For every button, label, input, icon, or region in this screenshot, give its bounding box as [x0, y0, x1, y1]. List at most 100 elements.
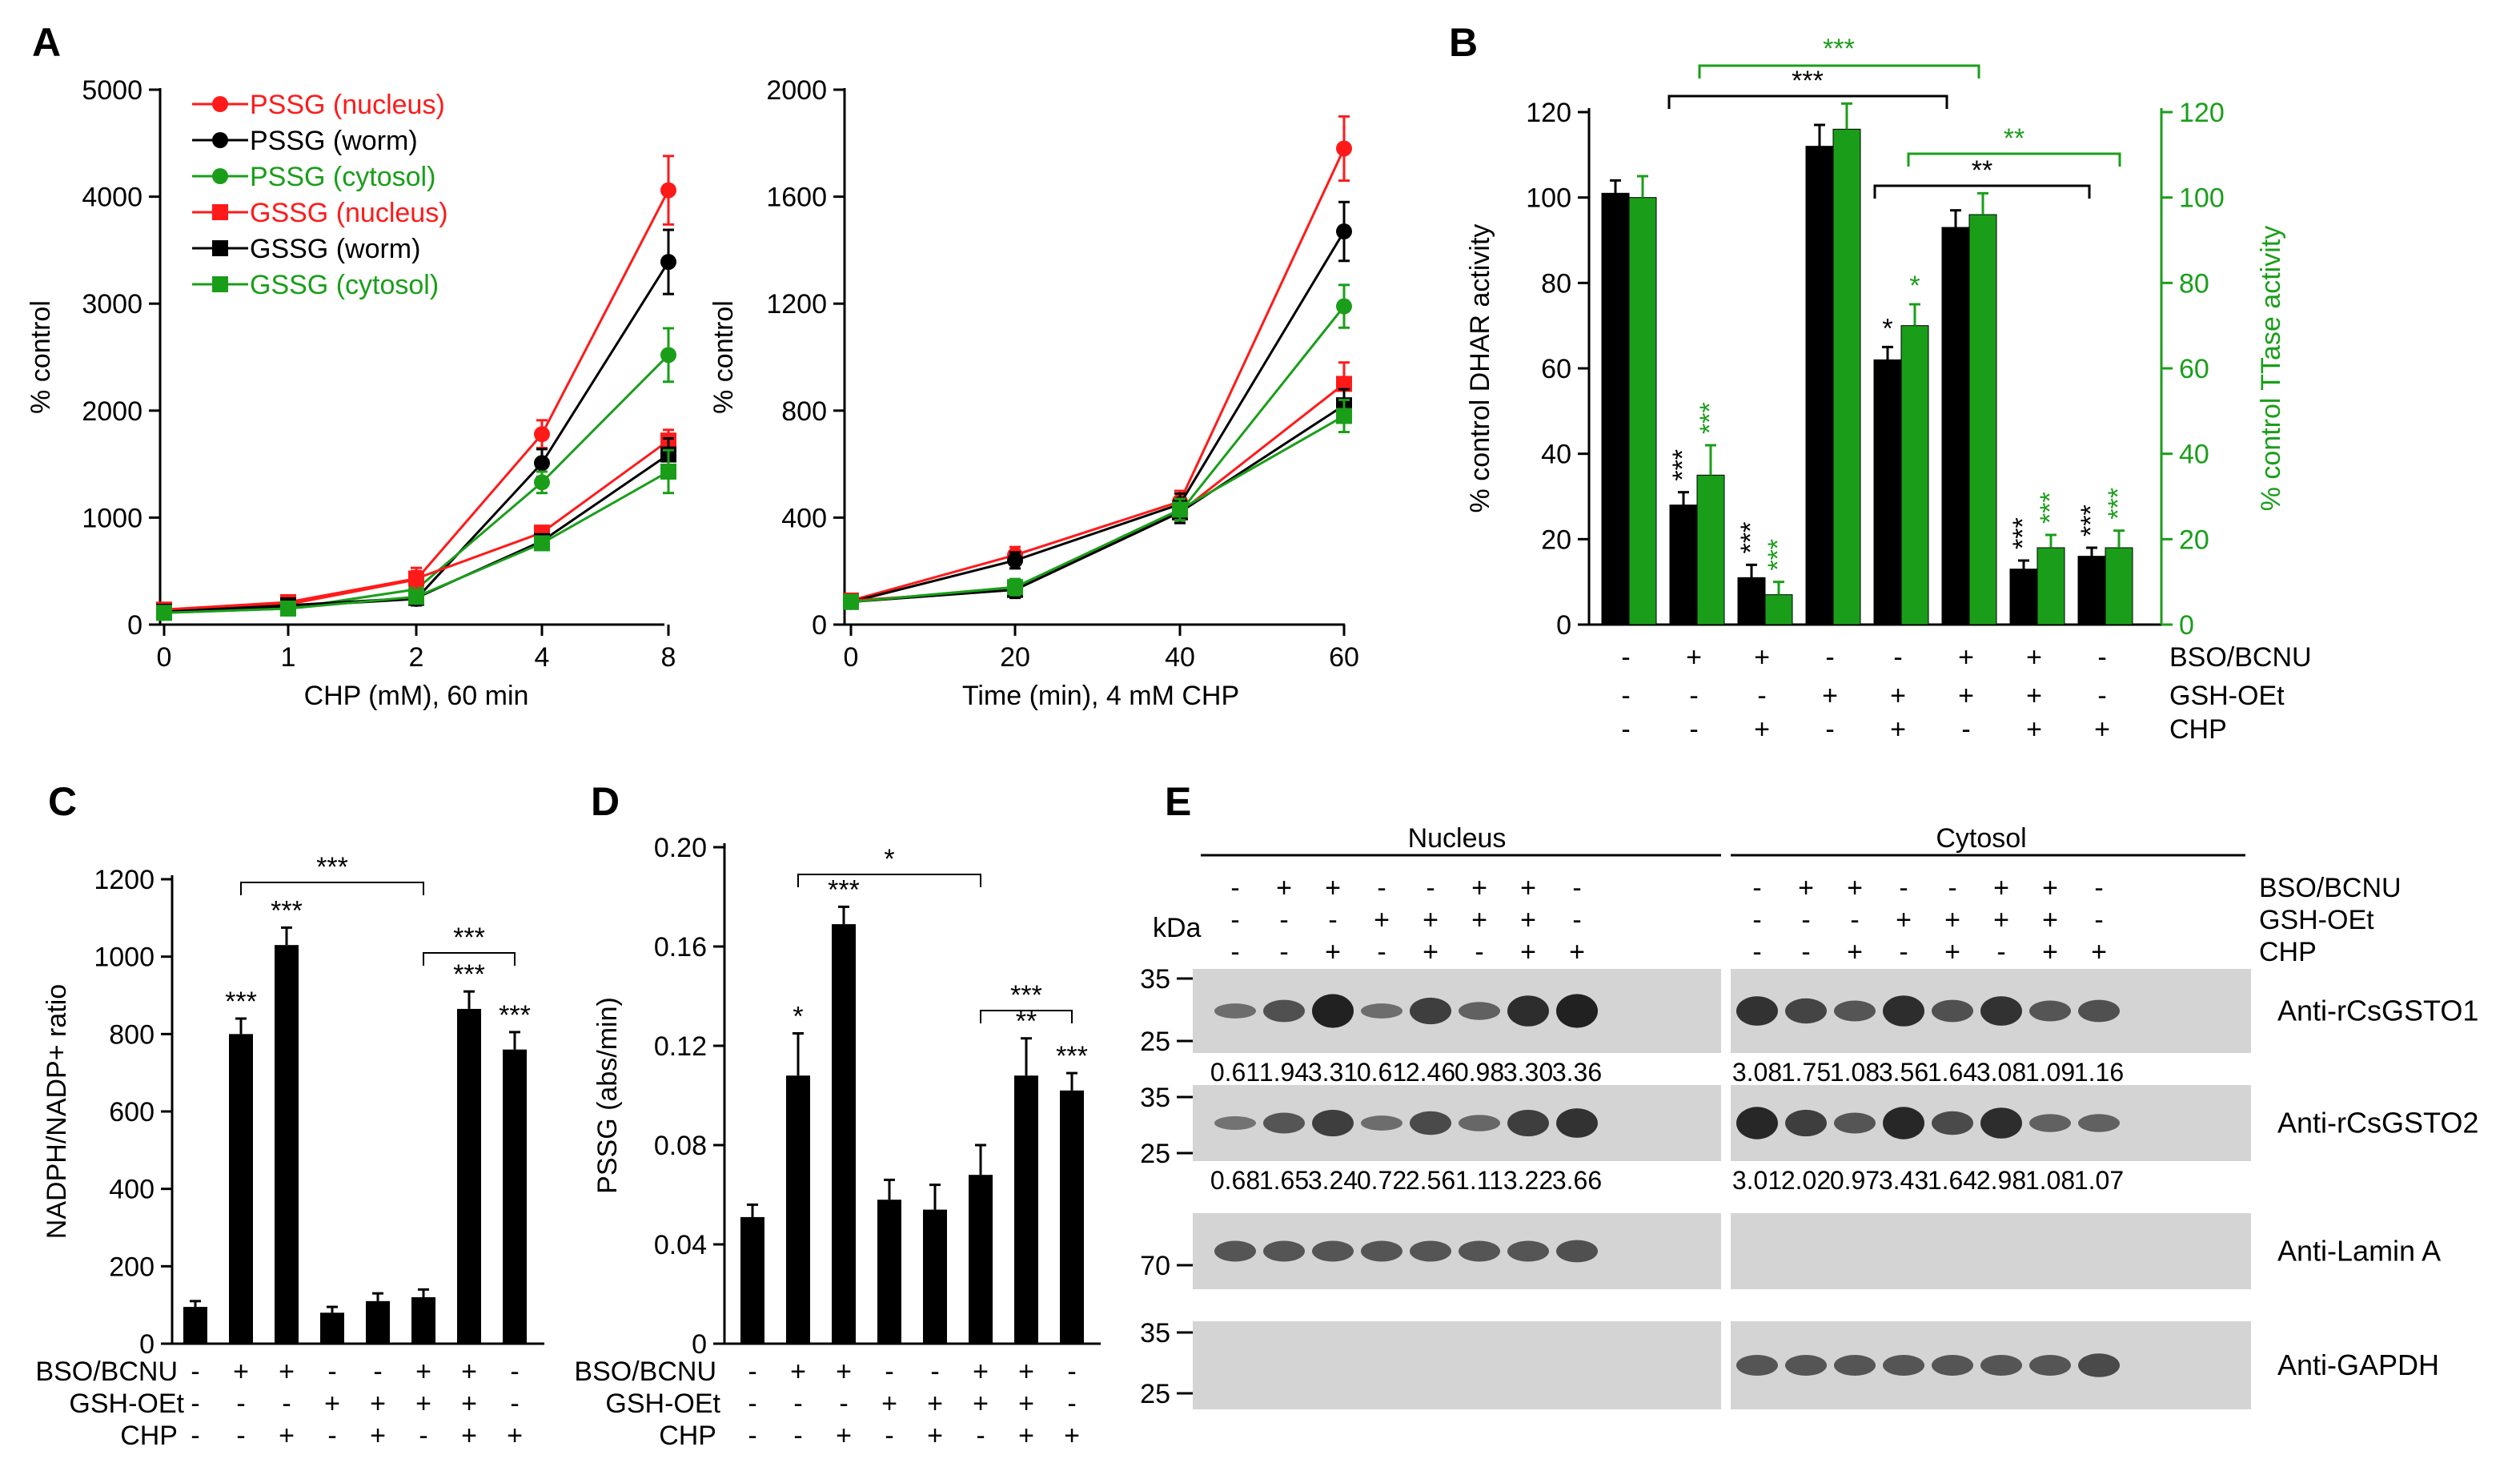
- quant-value: 1.75: [1781, 1058, 1831, 1087]
- sign: -: [748, 1356, 756, 1387]
- sign: +: [1423, 937, 1439, 967]
- sign: +: [461, 1356, 477, 1387]
- sign: +: [790, 1356, 806, 1387]
- data-point: [534, 474, 550, 491]
- legend: PSSG (nucleus) PSSG (worm) PSSG (cytosol) G…: [192, 90, 448, 300]
- significance-label: ***: [1823, 34, 1855, 64]
- quant-value: 0.68: [1210, 1166, 1260, 1195]
- significance-mark: ***: [499, 1000, 531, 1031]
- data-point: [660, 463, 676, 480]
- sign: -: [236, 1389, 245, 1419]
- sign: -: [1801, 905, 1810, 935]
- bar: [786, 1075, 810, 1344]
- y-tick-label: 120: [1526, 98, 1571, 128]
- marker-label: 70: [1140, 1251, 1170, 1281]
- sign: +: [415, 1356, 431, 1387]
- panel-letter: C: [48, 779, 77, 824]
- band: [1932, 1111, 1973, 1135]
- bar: [923, 1209, 947, 1344]
- y-tick-label: 0.04: [654, 1230, 707, 1260]
- sign: -: [1948, 873, 1956, 903]
- series-3: [843, 361, 1352, 609]
- sign: -: [2097, 642, 2106, 673]
- sign: -: [885, 1356, 893, 1387]
- bar: [740, 1216, 764, 1344]
- band: [1980, 996, 2022, 1026]
- band: [1736, 1355, 1778, 1376]
- y2-tick-label: 80: [2179, 268, 2209, 299]
- bar: [2036, 547, 2065, 625]
- row-label: GSH-OEt: [2169, 681, 2285, 711]
- x-tick-label: 20: [1000, 642, 1030, 673]
- sign: -: [1572, 905, 1581, 935]
- quant-value: 3.08: [1732, 1058, 1782, 1087]
- sign: +: [507, 1421, 523, 1451]
- sign: +: [1890, 714, 1906, 745]
- sign: +: [1374, 905, 1390, 935]
- sign: -: [1230, 905, 1239, 935]
- sign: -: [510, 1356, 519, 1387]
- y-tick-label: 0.20: [654, 833, 707, 863]
- y-tick-label: 0: [812, 610, 827, 641]
- band: [1883, 1107, 1924, 1139]
- bar: [2105, 547, 2133, 625]
- significance-label: ***: [1792, 66, 1824, 96]
- sign: -: [1801, 937, 1810, 967]
- sign: +: [2042, 873, 2058, 903]
- sign: +: [1520, 905, 1536, 935]
- sign: +: [1822, 681, 1838, 711]
- band: [1507, 995, 1549, 1027]
- x-tick-label: 0: [157, 642, 172, 673]
- bar: [503, 1049, 527, 1344]
- sign: -: [1996, 937, 2005, 967]
- bar: [366, 1300, 390, 1344]
- y-axis-label: NADPH/NADP+ ratio: [42, 984, 72, 1239]
- sign: +: [370, 1421, 386, 1451]
- sign: -: [1377, 873, 1386, 903]
- bar: [969, 1175, 993, 1344]
- sign: +: [836, 1421, 852, 1451]
- legend-entry: GSSG (cytosol): [250, 270, 439, 300]
- x-tick-label: 40: [1165, 642, 1195, 673]
- bar: [1764, 594, 1793, 625]
- sign: -: [1752, 873, 1761, 903]
- bar: [1900, 325, 1929, 625]
- blot-panel: [1193, 1321, 1721, 1409]
- series-line: [163, 261, 670, 613]
- group-label: Nucleus: [1408, 823, 1507, 854]
- y-tick-label: 800: [781, 396, 827, 427]
- row-label: BSO/BCNU: [2169, 642, 2312, 673]
- sign: +: [2091, 937, 2107, 967]
- sign: +: [1018, 1356, 1034, 1387]
- bar: [2077, 556, 2106, 625]
- sign: -: [1752, 937, 1761, 967]
- data-point: [534, 426, 550, 443]
- y-tick-label: 4000: [82, 183, 142, 213]
- legend-marker: [212, 168, 228, 184]
- band: [1361, 1115, 1402, 1131]
- y-tick-label: 20: [1541, 524, 1571, 555]
- y-tick-label: 0.08: [654, 1131, 707, 1161]
- sign: -: [976, 1421, 985, 1451]
- y-tick-label: 0: [127, 610, 142, 641]
- quant-value: 0.98: [1455, 1058, 1504, 1087]
- sign: +: [2042, 905, 2058, 935]
- sign: +: [279, 1356, 295, 1387]
- bar: [1696, 474, 1725, 625]
- significance-mark: ***: [2103, 488, 2133, 520]
- blot-1: 35 25 Anti-rCsGSTO2 0.681.653.240.722.56 1.1…: [1140, 1083, 2478, 1195]
- sign: -: [748, 1421, 756, 1451]
- significance-bracket: [240, 882, 424, 895]
- band: [2029, 1355, 2071, 1376]
- y-axis-label: % control: [26, 300, 56, 414]
- significance-mark: ***: [1056, 1041, 1088, 1071]
- y-tick-label: 5000: [82, 75, 142, 106]
- data-point: [660, 254, 676, 271]
- sign: +: [461, 1389, 477, 1419]
- band: [1785, 1355, 1827, 1376]
- quant-value: 1.07: [2074, 1166, 2124, 1195]
- panel-letter: B: [1449, 20, 1478, 65]
- y2-tick-label: 40: [2179, 440, 2209, 470]
- sign: +: [2026, 642, 2042, 673]
- band: [1214, 1003, 1256, 1019]
